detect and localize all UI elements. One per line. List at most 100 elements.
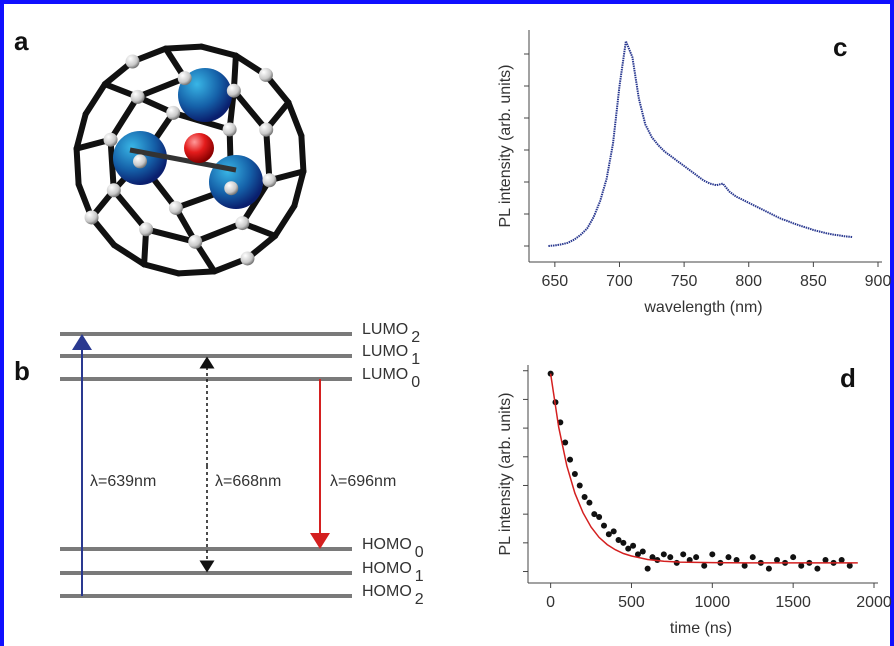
cage-bond	[107, 136, 117, 194]
level-subscript: 0	[411, 374, 420, 391]
x-tick-label: 1500	[775, 594, 811, 611]
data-point	[673, 559, 680, 566]
cage-bond	[73, 145, 82, 188]
cage-bond	[129, 147, 237, 173]
data-point	[562, 439, 569, 446]
data-point	[639, 548, 646, 555]
level-subscript: 2	[411, 329, 420, 346]
x-tick-label: 1000	[695, 594, 731, 611]
x-tick-label: 750	[671, 273, 698, 290]
data-point	[615, 536, 622, 543]
transition-label: λ=668nm	[215, 473, 281, 490]
level-label: LUMO 2	[362, 321, 420, 346]
data-point	[709, 551, 716, 558]
data-point	[680, 551, 687, 558]
level-name: LUMO	[362, 366, 408, 383]
carbon-atom	[177, 71, 192, 86]
carbon-atom	[103, 132, 118, 147]
data-point	[600, 522, 607, 529]
panel-label: c	[833, 32, 847, 62]
cage-bond	[143, 226, 199, 245]
carbon-atom	[222, 122, 237, 137]
carbon-atom	[125, 54, 140, 69]
cage-bond	[141, 261, 182, 277]
carbon-atom	[188, 234, 203, 249]
data-point	[605, 531, 612, 538]
x-tick-label: 0	[546, 594, 555, 611]
data-point	[620, 539, 627, 546]
carbon-atom	[226, 83, 241, 98]
metal-atom	[209, 155, 263, 209]
panel-label: d	[840, 363, 856, 393]
cage-bond	[298, 132, 307, 175]
data-point	[660, 551, 667, 558]
y-axis-title: PL intensity (arb. units)	[497, 64, 514, 227]
x-tick-label: 850	[800, 273, 827, 290]
data-point	[798, 562, 805, 569]
cage-bond	[272, 202, 298, 239]
data-point	[765, 565, 772, 572]
data-point	[838, 557, 845, 564]
carbon-atom	[235, 216, 250, 231]
transition-label: λ=696nm	[330, 473, 396, 490]
cage-bond	[175, 268, 218, 277]
x-tick-label: 650	[542, 273, 569, 290]
data-point	[667, 554, 674, 561]
level-subscript: 0	[415, 544, 424, 561]
cage-bond	[198, 43, 239, 59]
level-label: LUMO 1	[362, 343, 420, 368]
x-tick-label: 2000	[856, 594, 892, 611]
carbon-atom	[224, 181, 239, 196]
cage-bond	[134, 75, 188, 100]
x-tick-label: 900	[865, 273, 892, 290]
cage-bond	[82, 81, 108, 118]
carbon-atom	[139, 222, 154, 237]
data-point	[649, 554, 656, 561]
transition-label: λ=639nm	[90, 473, 156, 490]
data-point	[596, 514, 603, 521]
data-point	[630, 542, 637, 549]
cage-bond	[291, 168, 307, 209]
data-point	[701, 562, 708, 569]
data-point	[586, 499, 593, 506]
data-point	[644, 565, 651, 572]
data-point	[581, 493, 588, 500]
level-name: HOMO	[362, 536, 412, 553]
x-axis-title: time (ns)	[670, 620, 732, 637]
data-point	[846, 562, 853, 569]
carbon-atom	[168, 200, 183, 215]
carbon-atom	[84, 210, 99, 225]
cage-bond	[110, 187, 150, 233]
carbon-atom	[106, 183, 121, 198]
level-label: HOMO 1	[362, 560, 424, 585]
data-point	[814, 565, 821, 572]
level-subscript: 2	[415, 591, 424, 608]
x-axis-title: wavelength (nm)	[643, 299, 762, 316]
x-tick-label: 800	[735, 273, 762, 290]
data-point	[773, 557, 780, 564]
cage-bond	[230, 87, 270, 133]
cage-bond	[111, 242, 148, 268]
level-name: HOMO	[362, 560, 412, 577]
level-name: HOMO	[362, 583, 412, 600]
carbon-atom	[166, 105, 181, 120]
x-tick-label: 700	[606, 273, 633, 290]
level-label: HOMO 0	[362, 536, 424, 561]
data-point	[733, 557, 740, 564]
data-point	[610, 528, 617, 535]
data-point	[634, 551, 641, 558]
data-line	[549, 373, 858, 564]
data-point	[741, 562, 748, 569]
data-point	[625, 545, 632, 552]
data-point	[749, 554, 756, 561]
carbon-atom	[262, 173, 277, 188]
data-point	[790, 554, 797, 561]
data-point	[576, 482, 583, 489]
data-point	[571, 471, 578, 477]
cage-bond	[73, 111, 89, 152]
cage-bond	[263, 126, 273, 184]
level-label: LUMO 0	[362, 366, 420, 391]
cage-bond	[192, 220, 246, 245]
